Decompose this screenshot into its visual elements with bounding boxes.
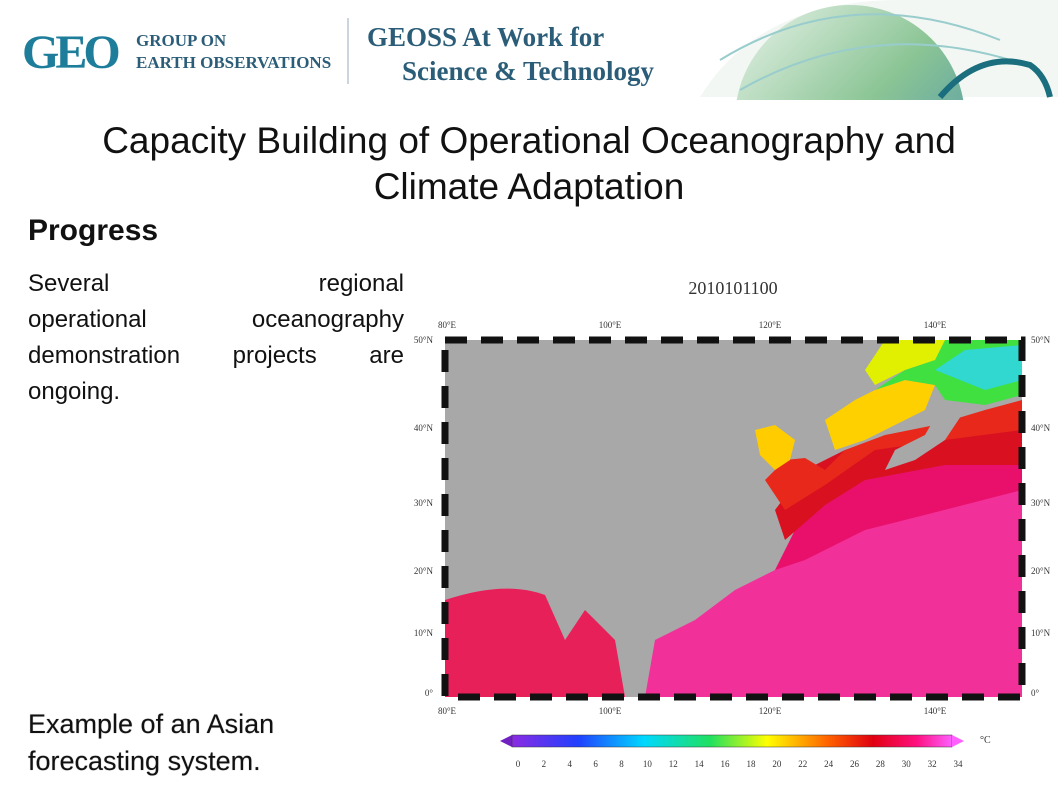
slide-title: Capacity Building of Operational Oceanog… [0, 118, 1058, 210]
body-line: Several regional [28, 270, 404, 297]
lat-label: 40°N [1031, 423, 1051, 433]
lon-label: 140°E [924, 706, 947, 716]
lon-label: 140°E [924, 320, 947, 330]
lon-label: 80°E [438, 706, 457, 716]
colorbar-label: 8 [619, 759, 624, 769]
colorbar-label: 30 [902, 759, 912, 769]
subtitle: Progress [28, 214, 159, 247]
lat-label: 10°N [1031, 628, 1051, 638]
banner-text: Science & Technology [402, 56, 655, 86]
lat-label: 10°N [414, 628, 434, 638]
lat-label: 30°N [1031, 498, 1051, 508]
lon-label: 80°E [438, 320, 457, 330]
colorbar-unit: °C [980, 735, 991, 746]
map-title: 2010101100 [688, 278, 777, 298]
lon-label: 120°E [759, 320, 782, 330]
colorbar-label: 10 [643, 759, 653, 769]
colorbar-label: 6 [593, 759, 598, 769]
logo: GEO [22, 26, 118, 79]
lat-label: 30°N [414, 498, 434, 508]
colorbar-label: 22 [798, 759, 807, 769]
colorbar-label: 12 [669, 759, 678, 769]
sst-map: 2010101100 80°E 100°E 120°E 140°E 80°E 100°E 1… [414, 278, 1051, 769]
org-name: EARTH OBSERVATIONS [136, 53, 331, 72]
lat-label: 40°N [414, 423, 434, 433]
caption-line: Example of an Asian [28, 709, 275, 739]
colorbar-label: 20 [772, 759, 782, 769]
lat-label: 50°N [1031, 335, 1051, 345]
title-line: Climate Adaptation [373, 166, 685, 207]
lat-label: 50°N [414, 335, 434, 345]
body-text: Several regional operational oceanograph… [28, 266, 404, 410]
colorbar-label: 0 [516, 759, 521, 769]
colorbar-label: 14 [695, 759, 705, 769]
colorbar-label: 18 [746, 759, 756, 769]
colorbar-label: 28 [876, 759, 886, 769]
lat-label: 0° [425, 688, 434, 698]
colorbar-label: 34 [954, 759, 964, 769]
lat-label: 20°N [1031, 566, 1051, 576]
lon-label: 100°E [599, 706, 622, 716]
colorbar-label: 2 [542, 759, 547, 769]
body-line: ongoing. [28, 378, 121, 405]
colorbar-label: 16 [721, 759, 731, 769]
body-line: operational oceanography [28, 306, 404, 333]
caption: Example of an Asian forecasting system. [28, 706, 274, 780]
colorbar-label: 24 [824, 759, 834, 769]
colorbar-label: 4 [568, 759, 573, 769]
lat-label: 20°N [414, 566, 434, 576]
caption-line: forecasting system. [28, 746, 261, 776]
lat-label: 0° [1031, 688, 1040, 698]
banner-text: GEOSS At Work for [367, 22, 604, 52]
org-name: GROUP ON [136, 31, 227, 50]
lon-label: 100°E [599, 320, 622, 330]
colorbar-label: 26 [850, 759, 860, 769]
body-line: demonstration projects are [28, 342, 404, 369]
header-banner: GEO GROUP ON EARTH OBSERVATIONS GEOSS At… [0, 0, 1058, 100]
title-line: Capacity Building of Operational Oceanog… [102, 120, 956, 161]
colorbar-label: 32 [928, 759, 937, 769]
lon-label: 120°E [759, 706, 782, 716]
